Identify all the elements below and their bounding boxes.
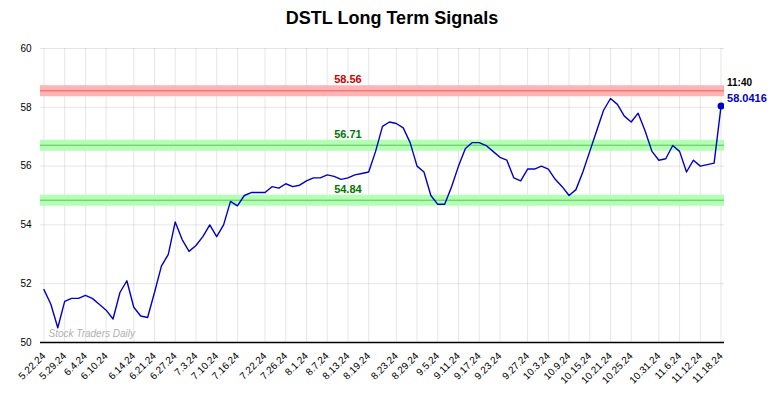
svg-text:7.10.24: 7.10.24 (189, 350, 221, 382)
svg-text:11.6.24: 11.6.24 (652, 350, 684, 382)
svg-text:52: 52 (20, 278, 32, 289)
svg-text:10.9.24: 10.9.24 (541, 350, 573, 382)
svg-text:8.19.24: 8.19.24 (341, 350, 373, 382)
html-text:DSTL Long Term Signals: DSTL Long Term Signals (285, 8, 499, 28)
svg-text:8.23.24: 8.23.24 (368, 350, 400, 382)
svg-text:58.56: 58.56 (334, 73, 362, 85)
svg-text:6.14.24: 6.14.24 (106, 350, 138, 382)
svg-text:5.22.24: 5.22.24 (16, 350, 48, 382)
svg-text:8.1.24: 8.1.24 (282, 350, 311, 378)
svg-text:7.26.24: 7.26.24 (258, 350, 290, 382)
svg-text:9.23.24: 9.23.24 (472, 350, 504, 382)
svg-text:9.17.24: 9.17.24 (451, 350, 483, 382)
svg-text:56.71: 56.71 (334, 128, 362, 140)
svg-text:9.11.24: 9.11.24 (431, 350, 463, 382)
svg-text:Stock Traders Daily: Stock Traders Daily (49, 328, 137, 339)
svg-text:5.29.24: 5.29.24 (37, 350, 69, 382)
svg-text:58: 58 (20, 102, 32, 113)
svg-text:54: 54 (20, 219, 32, 230)
svg-text:6.10.24: 6.10.24 (78, 350, 110, 382)
svg-text:7.3.24: 7.3.24 (172, 350, 200, 378)
svg-text:8.7.24: 8.7.24 (303, 350, 331, 378)
svg-text:8.29.24: 8.29.24 (389, 350, 421, 382)
svg-text:60: 60 (20, 43, 32, 54)
svg-text:10.21.24: 10.21.24 (578, 350, 615, 386)
svg-text:11.18.24: 11.18.24 (690, 350, 725, 385)
svg-text:6.21.24: 6.21.24 (126, 350, 159, 382)
svg-text:10.3.24: 10.3.24 (520, 350, 552, 382)
svg-text:11.12.24: 11.12.24 (669, 350, 704, 385)
svg-text:54.84: 54.84 (334, 183, 362, 195)
svg-text:7.16.24: 7.16.24 (210, 350, 242, 382)
svg-text:6.4.24: 6.4.24 (61, 350, 90, 378)
svg-text:58.0416: 58.0416 (727, 92, 767, 104)
svg-text:10.15.24: 10.15.24 (558, 350, 594, 386)
svg-text:11:40: 11:40 (727, 77, 752, 88)
svg-text:9.5.24: 9.5.24 (414, 350, 442, 378)
svg-text:50: 50 (20, 337, 32, 348)
svg-text:9.27.24: 9.27.24 (499, 350, 532, 382)
svg-text:7.22.24: 7.22.24 (237, 350, 269, 382)
svg-text:10.31.24: 10.31.24 (627, 350, 663, 386)
svg-text:6.27.24: 6.27.24 (148, 350, 180, 382)
svg-text:8.13.24: 8.13.24 (320, 350, 352, 382)
svg-text:56: 56 (20, 160, 32, 171)
svg-text:10.25.24: 10.25.24 (599, 350, 635, 386)
